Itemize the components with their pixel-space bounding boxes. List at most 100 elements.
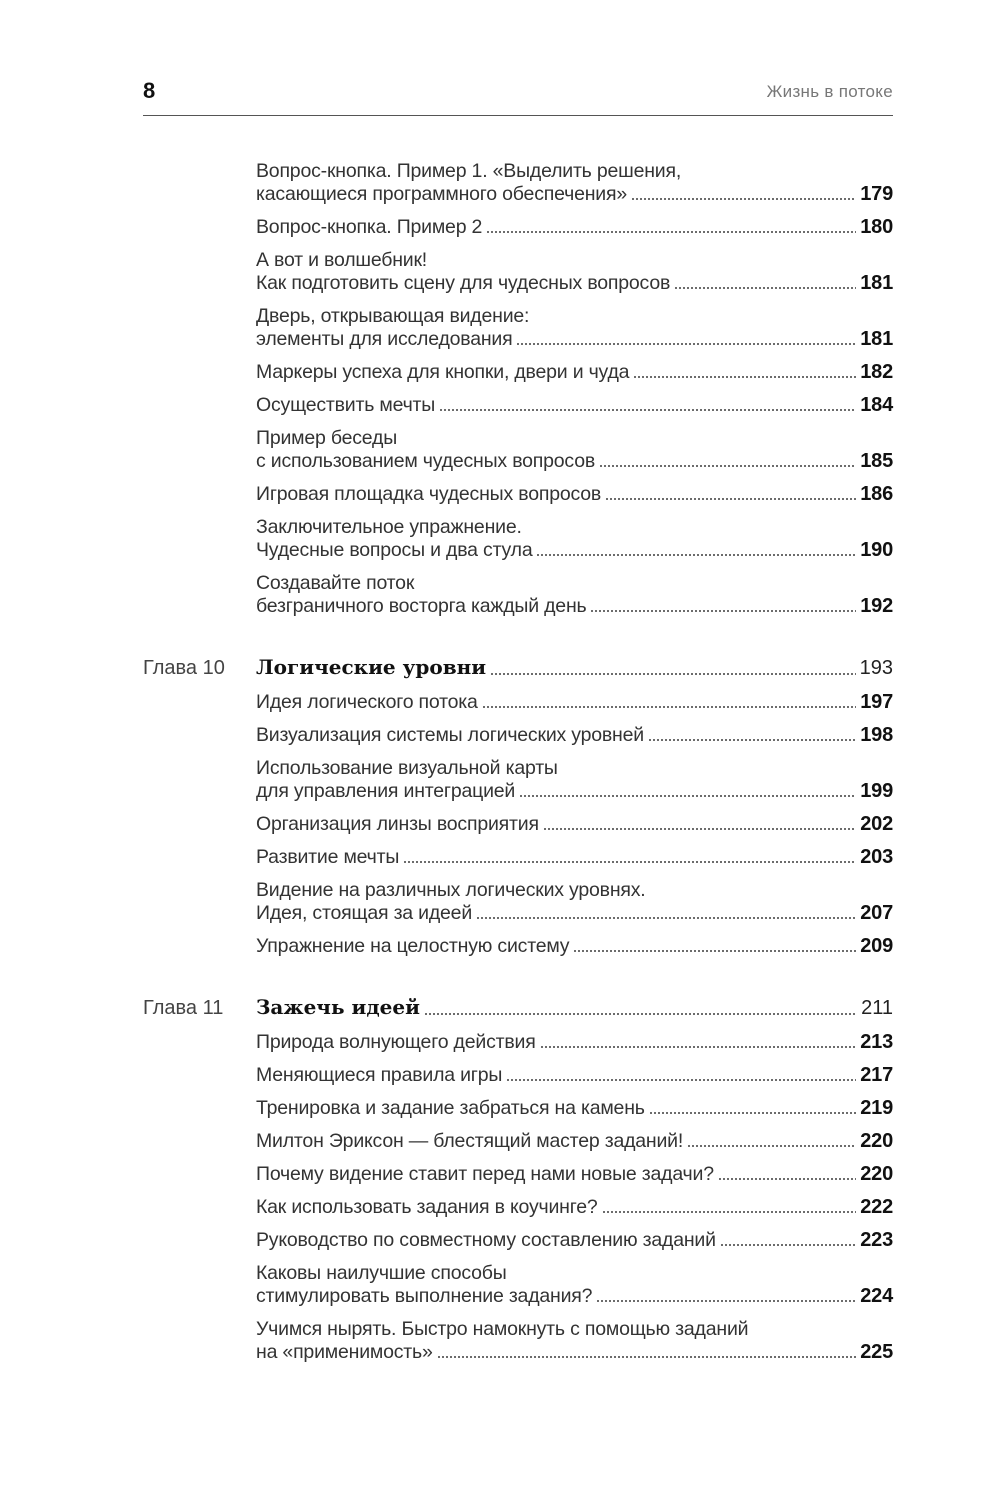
- toc-entry[interactable]: Вопрос-кнопка. Пример 1. «Выделить решен…: [256, 160, 893, 206]
- dot-leader: [590, 609, 857, 613]
- toc-entry[interactable]: Организация линзы восприятия 202: [256, 813, 893, 836]
- chapter-label: Глава 11: [143, 997, 224, 1019]
- entry-title-line: Дверь, открывающая видение:: [256, 305, 530, 327]
- entry-title-line: элементы для исследования: [256, 328, 513, 350]
- entry-last-line: Руководство по совместному составлению з…: [256, 1229, 893, 1252]
- entry-title-line: Использование визуальной карты: [256, 757, 558, 779]
- entry-title-line: Визуализация системы логических уровней: [256, 724, 644, 746]
- toc-entry[interactable]: Природа волнующего действия 213: [256, 1031, 893, 1054]
- entry-title-line: Идея, стоящая за идеей: [256, 902, 473, 924]
- entry-title-line: на «применимость»: [256, 1341, 433, 1363]
- entry-last-line: касающиеся программного обеспечения» 179: [256, 183, 893, 206]
- toc-entry[interactable]: Визуализация системы логических уровней 1…: [256, 724, 893, 747]
- dot-leader: [599, 464, 857, 468]
- toc-entry[interactable]: Тренировка и задание забраться на камень…: [256, 1097, 893, 1120]
- toc-entry[interactable]: Дверь, открывающая видение: элементы для …: [256, 305, 893, 351]
- dot-leader: [516, 342, 857, 346]
- entry-last-line: Тренировка и задание забраться на камень…: [256, 1097, 893, 1120]
- entry-title-line: Развитие мечты: [256, 846, 400, 868]
- dot-leader: [687, 1144, 857, 1148]
- entry-title-line: Руководство по совместному составлению з…: [256, 1229, 716, 1251]
- entry-page: 222: [860, 1196, 893, 1218]
- dot-leader: [476, 916, 857, 920]
- entry-title-line: Милтон Эриксон — блестящий мастер задани…: [256, 1130, 684, 1152]
- dot-leader: [481, 705, 857, 709]
- toc-entry[interactable]: Каковы наилучшие способы стимулировать вы…: [256, 1262, 893, 1308]
- entry-last-line: Как подготовить сцену для чудесных вопро…: [256, 272, 893, 295]
- chapter-page: 211: [861, 997, 893, 1019]
- toc-entry[interactable]: Пример беседы с использованием чудесных в…: [256, 427, 893, 473]
- toc-entry[interactable]: Маркеры успеха для кнопки, двери и чуда 1…: [256, 361, 893, 384]
- table-of-contents: Вопрос-кнопка. Пример 1. «Выделить решен…: [143, 150, 893, 1364]
- toc-entry[interactable]: Развитие мечты 203: [256, 846, 893, 869]
- dot-leader: [536, 553, 857, 557]
- entry-last-line: Идея, стоящая за идеей 207: [256, 902, 893, 925]
- entry-last-line: Маркеры успеха для кнопки, двери и чуда 1…: [256, 361, 893, 384]
- entry-last-line: Меняющиеся правила игры 217: [256, 1064, 893, 1087]
- dot-leader: [519, 794, 857, 798]
- toc-entry[interactable]: Видение на различных логических уровнях.…: [256, 879, 893, 925]
- chapter-heading[interactable]: Глава 11 Зажечь идеей 211: [143, 994, 893, 1021]
- entry-page: 225: [860, 1341, 893, 1363]
- entry-last-line: Милтон Эриксон — блестящий мастер задани…: [256, 1130, 893, 1153]
- toc-entry[interactable]: Использование визуальной карты для управл…: [256, 757, 893, 803]
- header-rule: [143, 115, 893, 116]
- entry-page: 179: [860, 183, 893, 205]
- chapter-title: Логические уровни: [256, 655, 487, 679]
- entry-page: 198: [860, 724, 893, 746]
- entry-last-line: Почему видение ставит перед нами новые з…: [256, 1163, 893, 1186]
- entry-title-line: Учимся нырять. Быстро намокнуть с помощь…: [256, 1318, 749, 1340]
- entry-title-line: Упражнение на целостную систему: [256, 935, 570, 957]
- toc-entry[interactable]: Милтон Эриксон — блестящий мастер задани…: [256, 1130, 893, 1153]
- dot-leader: [403, 860, 857, 864]
- page-number: 8: [143, 78, 156, 103]
- entry-last-line: элементы для исследования 181: [256, 328, 893, 351]
- entry-title-line: касающиеся программного обеспечения»: [256, 183, 627, 205]
- toc-entry[interactable]: Создавайте поток безграничного восторга к…: [256, 572, 893, 618]
- entry-title-line: Осуществить мечты: [256, 394, 436, 416]
- entry-page: 224: [860, 1285, 893, 1307]
- dot-leader: [486, 230, 857, 234]
- chapter-heading[interactable]: Глава 10 Логические уровни 193: [143, 654, 893, 681]
- toc-entry[interactable]: Как использовать задания в коучинге? 222: [256, 1196, 893, 1219]
- dot-leader: [436, 1355, 857, 1359]
- entry-title-line: А вот и волшебник!: [256, 249, 428, 271]
- toc-entry[interactable]: Учимся нырять. Быстро намокнуть с помощь…: [256, 1318, 893, 1364]
- toc-entry[interactable]: Меняющиеся правила игры 217: [256, 1064, 893, 1087]
- entry-page: 182: [860, 361, 893, 383]
- toc-entry[interactable]: Игровая площадка чудесных вопросов 186: [256, 483, 893, 506]
- entry-title-line: Меняющиеся правила игры: [256, 1064, 503, 1086]
- toc-entry[interactable]: Вопрос-кнопка. Пример 2 180: [256, 216, 893, 239]
- entry-title-line: с использованием чудесных вопросов: [256, 450, 596, 472]
- toc-entry[interactable]: Заключительное упражнение. Чудесные вопро…: [256, 516, 893, 562]
- entry-last-line: безграничного восторга каждый день 192: [256, 595, 893, 618]
- dot-leader: [601, 1210, 857, 1214]
- dot-leader: [573, 949, 857, 953]
- entry-title-line: Тренировка и задание забраться на камень: [256, 1097, 645, 1119]
- dot-leader: [633, 375, 857, 379]
- dot-leader: [542, 827, 857, 831]
- entry-title-line: безграничного восторга каждый день: [256, 595, 587, 617]
- entry-title-line: Создавайте поток: [256, 572, 415, 594]
- dot-leader: [539, 1045, 857, 1049]
- entry-page: 199: [860, 780, 893, 802]
- dot-leader: [439, 408, 857, 412]
- entry-title-line: Заключительное упражнение.: [256, 516, 522, 538]
- dot-leader: [596, 1299, 857, 1303]
- entry-page: 185: [860, 450, 893, 472]
- entry-title-line: Игровая площадка чудесных вопросов: [256, 483, 602, 505]
- entry-page: 186: [860, 483, 893, 505]
- toc-entry[interactable]: Идея логического потока 197: [256, 691, 893, 714]
- toc-entry[interactable]: Осуществить мечты 184: [256, 394, 893, 417]
- entry-title-line: Идея логического потока: [256, 691, 478, 713]
- toc-entry[interactable]: Руководство по совместному составлению з…: [256, 1229, 893, 1252]
- entry-title-line: Как подготовить сцену для чудесных вопро…: [256, 272, 671, 294]
- toc-entry[interactable]: А вот и волшебник! Как подготовить сцену …: [256, 249, 893, 295]
- entry-last-line: Организация линзы восприятия 202: [256, 813, 893, 836]
- entry-title-line: Видение на различных логических уровнях.: [256, 879, 646, 901]
- entry-page: 223: [860, 1229, 893, 1251]
- entry-last-line: Игровая площадка чудесных вопросов 186: [256, 483, 893, 506]
- toc-entry[interactable]: Почему видение ставит перед нами новые з…: [256, 1163, 893, 1186]
- entry-page: 219: [860, 1097, 893, 1119]
- toc-entry[interactable]: Упражнение на целостную систему 209: [256, 935, 893, 958]
